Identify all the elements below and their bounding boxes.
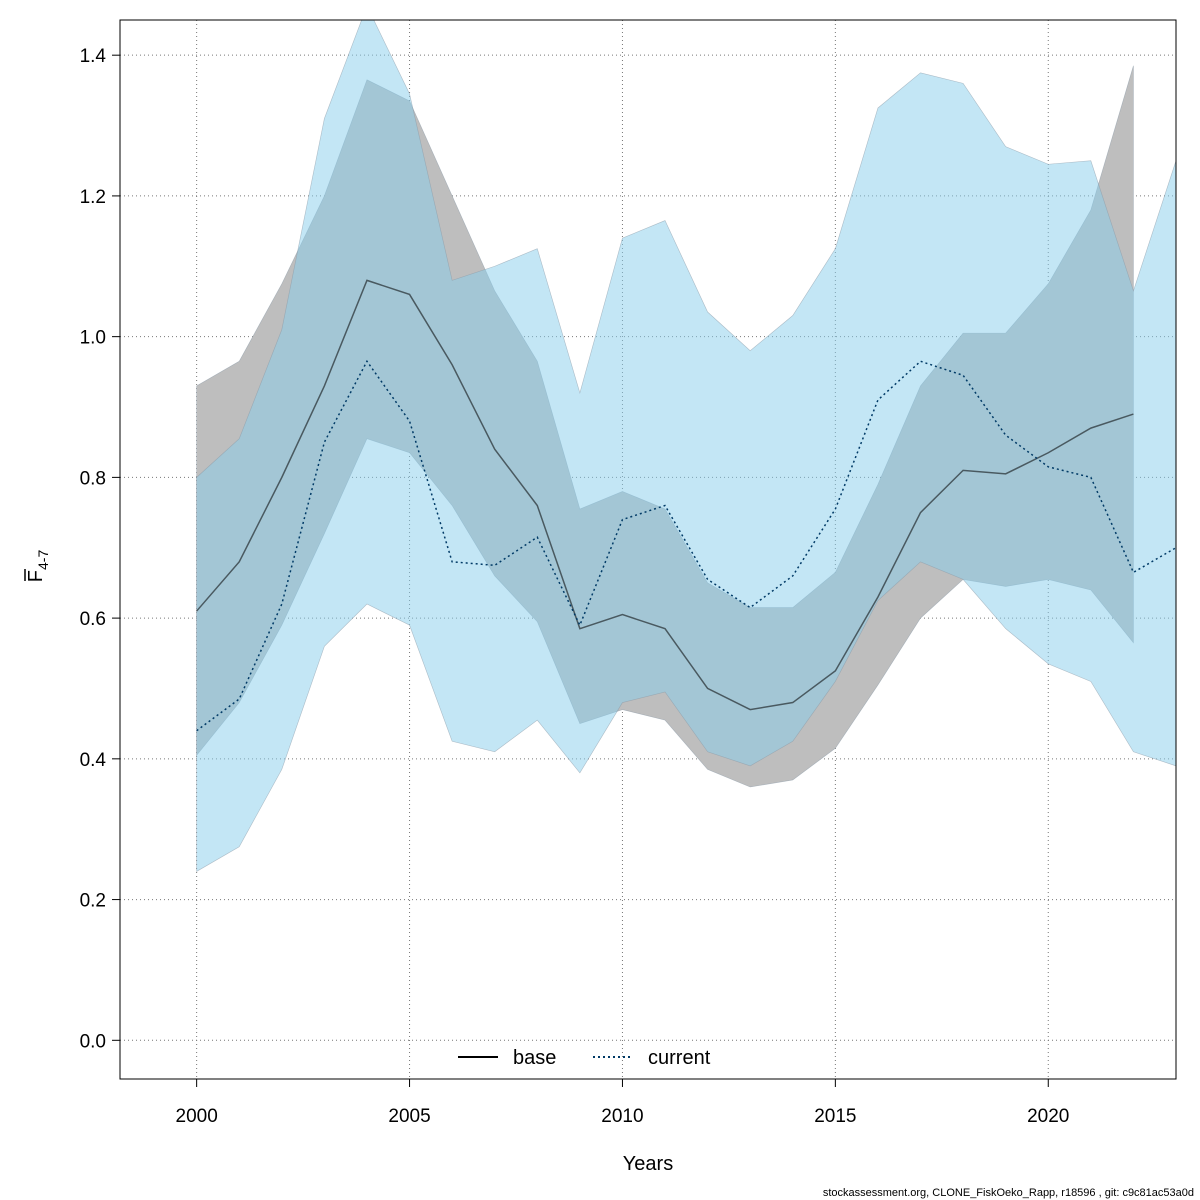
y-tick-label: 0.6 xyxy=(80,609,106,630)
x-axis-title: Years xyxy=(623,1153,673,1175)
series-line-base xyxy=(196,279,1134,711)
confidence-bands xyxy=(196,20,1176,872)
legend-item-base: base xyxy=(458,1047,556,1069)
series-lines xyxy=(196,279,1176,732)
legend-label-base: base xyxy=(513,1047,556,1069)
legend-item-current: current xyxy=(593,1047,711,1069)
y-tick-label: 0.2 xyxy=(80,891,106,912)
y-axis: 0.0 0.2 0.4 0.6 0.8 1.0 1.2 1.4 xyxy=(80,46,120,1052)
y-axis-title-main: F xyxy=(25,570,47,582)
svg-text:F4-7: F4-7 xyxy=(25,550,51,583)
x-axis: 2000 2005 2010 2015 2020 xyxy=(176,1079,1069,1127)
y-tick-label: 1.4 xyxy=(80,46,107,67)
x-tick-label: 2000 xyxy=(176,1106,218,1127)
x-tick-label: 2015 xyxy=(814,1106,856,1127)
x-tick-label: 2005 xyxy=(388,1106,430,1127)
legend-label-current: current xyxy=(648,1047,711,1069)
plot-frame xyxy=(119,19,1177,1080)
confidence-band-current xyxy=(196,20,1176,872)
y-tick-label: 1.2 xyxy=(80,187,106,208)
series-line-current xyxy=(196,359,1176,732)
footer-text: stockassessment.org, CLONE_FiskOeko_Rapp… xyxy=(823,1187,1194,1199)
legend: base current xyxy=(458,1047,711,1069)
y-axis-title: F4-7 xyxy=(24,550,51,583)
x-tick-label: 2010 xyxy=(601,1106,643,1127)
y-tick-label: 0.0 xyxy=(80,1031,106,1052)
y-tick-label: 0.4 xyxy=(80,750,107,771)
y-axis-title-sub: 4-7 xyxy=(35,550,51,570)
y-tick-label: 0.8 xyxy=(80,468,106,489)
y-tick-label: 1.0 xyxy=(80,328,106,349)
x-tick-label: 2020 xyxy=(1027,1106,1069,1127)
